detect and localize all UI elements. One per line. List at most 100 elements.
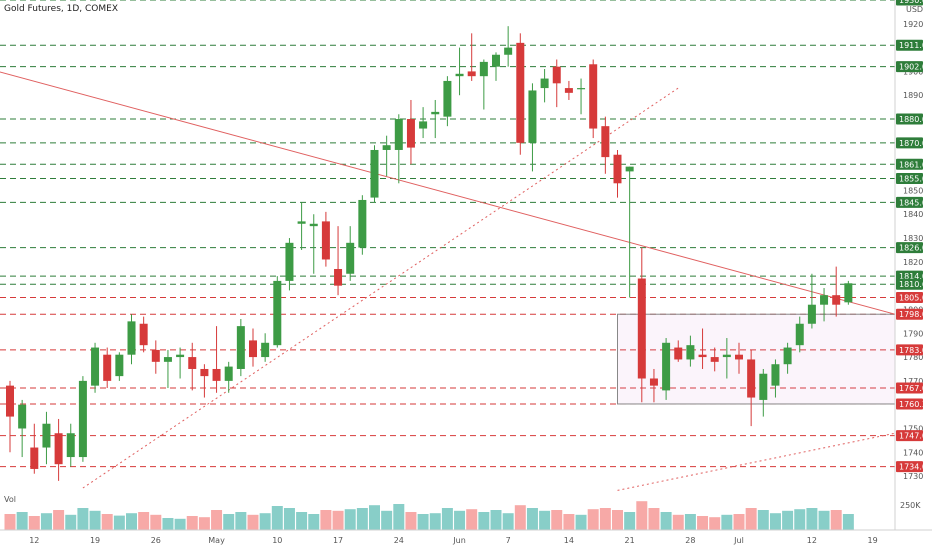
candle	[662, 338, 671, 400]
price-level-tag: 1810.6	[896, 278, 927, 290]
price-tick-label: 1740	[903, 448, 923, 457]
price-level-tag-label: 1845.0	[899, 198, 927, 207]
chart-title: Gold Futures, 1D, COMEX	[4, 4, 118, 14]
candle-body	[577, 88, 586, 90]
volume-bar	[526, 508, 538, 530]
volume-bar	[126, 513, 137, 530]
time-tick-label: 14	[564, 536, 574, 545]
candle	[54, 418, 63, 481]
candle-body	[649, 378, 658, 386]
volume-bar	[381, 510, 393, 530]
candle	[540, 69, 549, 103]
price-tick-label: 1730	[903, 472, 923, 481]
candle	[564, 80, 573, 100]
price-tick-label: 1750	[903, 424, 923, 433]
time-tick-label: 19	[868, 536, 878, 545]
candle-body	[613, 154, 622, 184]
candle-body	[443, 80, 452, 117]
currency-label: USD	[906, 5, 923, 14]
candle	[334, 226, 343, 296]
candle-body	[103, 354, 112, 381]
price-level-tag: 1870.0	[896, 137, 927, 149]
candle	[431, 99, 440, 139]
candle	[807, 273, 816, 329]
volume-bar	[162, 518, 174, 530]
volume-bar	[259, 513, 271, 530]
candle	[747, 349, 756, 427]
volume-bar	[198, 517, 210, 530]
candle-body	[710, 357, 719, 362]
volume-bar	[514, 505, 526, 530]
candle	[261, 333, 270, 362]
volume-bar	[684, 514, 696, 530]
volume-bar	[539, 510, 551, 530]
candle-body	[479, 61, 488, 77]
price-tick-label: 1850	[903, 186, 923, 195]
candle-body	[406, 119, 415, 148]
price-level-tag-label: 1826.0	[899, 244, 927, 253]
candle	[151, 340, 160, 374]
candle	[127, 314, 136, 365]
candle	[467, 33, 476, 81]
time-tick-label: Jun	[452, 536, 466, 545]
candle-body	[6, 385, 14, 417]
price-level-tag-label: 1760.3	[899, 400, 927, 409]
price-level-tag-label: 1902.0	[899, 63, 927, 72]
volume-bar	[89, 510, 101, 530]
candle	[601, 116, 610, 174]
time-tick-label: 12	[29, 536, 39, 545]
solid-trendline	[0, 71, 896, 315]
volume-bar	[818, 510, 830, 530]
time-axis[interactable]: 12 19 26 May 10 17 24 Jun 7 14 21 28 Jul 12 19	[29, 536, 878, 545]
candle	[285, 238, 294, 291]
candle	[200, 364, 209, 398]
volume-bar	[186, 516, 198, 530]
candle-body	[42, 423, 51, 448]
volume-bar	[235, 512, 247, 530]
candle-body	[224, 366, 233, 381]
price-level-tag-label: 1870.0	[899, 139, 927, 148]
price-tick-label: 1780	[903, 353, 923, 362]
candle-body	[698, 354, 707, 358]
candle	[176, 347, 185, 379]
candle	[309, 214, 318, 274]
time-tick-label: 26	[151, 536, 161, 545]
candle	[492, 52, 500, 81]
volume-bar	[478, 512, 490, 530]
candle	[91, 342, 100, 393]
candle-body	[516, 42, 525, 143]
volume-bar	[648, 508, 660, 530]
candle-body	[346, 242, 355, 274]
price-level-tag: 1861.0	[896, 158, 927, 170]
volume-bar	[271, 506, 283, 530]
candle	[139, 316, 148, 353]
candle-body	[419, 121, 428, 129]
candle-body	[552, 66, 561, 84]
candle-body	[139, 323, 148, 346]
candle	[698, 328, 707, 369]
candle-body	[589, 64, 598, 129]
volume-bar	[502, 513, 514, 530]
time-tick-label: 21	[625, 536, 635, 545]
volume-bar	[709, 517, 721, 530]
candle	[273, 276, 282, 348]
trendlines	[0, 71, 896, 491]
candle-body	[382, 145, 391, 150]
candle	[188, 342, 197, 391]
candle-body	[78, 380, 87, 458]
candle	[637, 247, 646, 403]
volume-bar	[575, 514, 587, 530]
candle-body	[273, 280, 282, 346]
candle	[358, 195, 367, 255]
price-level-tag-label: 1767.0	[899, 384, 927, 393]
candle-body	[528, 90, 537, 143]
price-level-lines	[0, 0, 895, 468]
candle-body	[285, 242, 294, 281]
price-level-tag-label: 1805.0	[899, 294, 927, 303]
candle-body	[18, 404, 27, 429]
candle	[66, 423, 75, 467]
candle-body	[844, 283, 853, 303]
price-level-tag: 1911.0	[896, 39, 927, 51]
dotted-trendline	[82, 87, 679, 489]
